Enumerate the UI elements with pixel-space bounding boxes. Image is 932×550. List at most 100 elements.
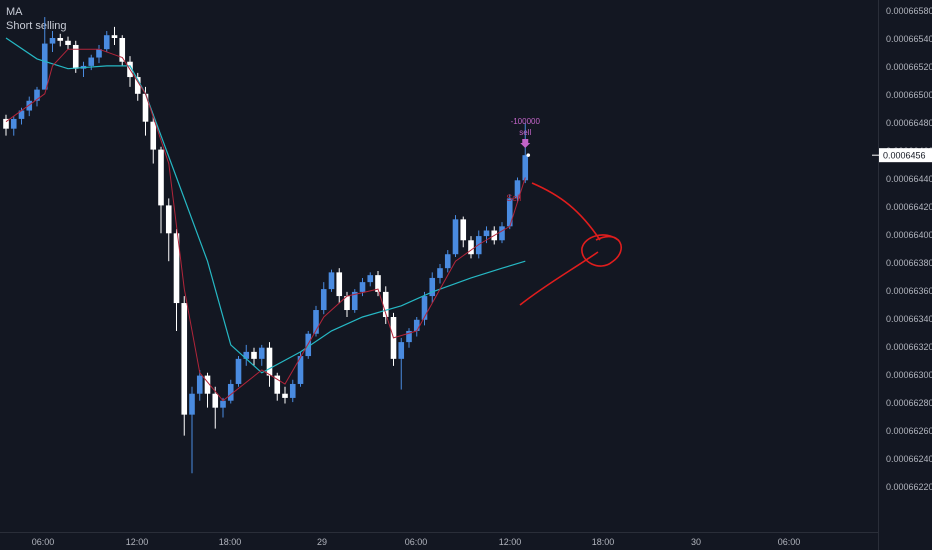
price-axis[interactable]: 0.00066580 0.00066540 0.00066520 0.00066500… [872,0,932,550]
candle [266,342,273,387]
candle [499,222,505,244]
candle-body [72,44,79,69]
price-tick-label: 0.00066280 [886,398,932,408]
candle-body [413,319,420,331]
price-tick-label: 0.00066240 [886,454,932,464]
strategy-label: Short selling [6,20,67,32]
candle-body [522,155,529,181]
candle-body [274,375,281,394]
candle-body [406,330,412,343]
candle-body [452,219,459,255]
candle [127,56,133,87]
candle-body [243,351,250,359]
candle-body [305,333,312,357]
price-tick-label: 0.00066420 [886,202,932,212]
candle [444,250,451,273]
last-price-label: 0.0006456 [883,151,926,161]
candle-body [150,121,157,150]
candle [235,356,242,387]
candle-body [444,254,451,269]
indicator-label: MA [6,6,23,18]
candle-body [336,272,343,297]
candle-body [375,275,381,292]
candle-body [367,275,374,283]
price-tick-label: 0.00066540 [886,34,932,44]
candle-body [429,277,436,297]
candle [398,337,405,390]
time-tick-label: 06:00 [32,537,55,547]
candle-body [189,393,195,415]
candle-body [119,38,126,62]
candle-body [227,383,234,401]
candle [57,33,64,47]
candle [3,114,9,136]
candle-body [212,393,219,408]
candle-body [460,219,467,241]
candle [49,31,56,52]
candle [468,236,474,259]
candle-body [382,291,389,317]
candle [328,269,335,292]
candle [421,291,428,326]
candle-body [328,272,335,290]
candle-body [468,240,474,255]
candle [212,386,219,429]
candle [413,317,420,337]
sell-arrow-icon [520,139,531,148]
candle-body [483,230,490,237]
price-tick-label: 0.00066320 [886,342,932,352]
signal-action: sell [519,128,531,137]
candle-body [506,198,513,227]
candle [34,86,40,107]
candle-body [475,236,482,255]
candle-body [3,118,9,129]
candle [251,347,257,366]
candle [336,268,343,304]
time-tick-label: 12:00 [499,537,522,547]
candle [429,272,436,304]
candle [10,116,17,136]
candle [165,198,172,262]
drawing-arrow-down [519,251,599,306]
last-price-dot [526,153,531,157]
candle [96,44,102,64]
price-tick-label: 0.00066500 [886,90,932,100]
candle-body [251,351,257,359]
candle-body [398,342,405,359]
price-tick-label: 0.00066360 [886,286,932,296]
candle-body [96,49,102,58]
last-price-badge [879,148,932,163]
time-axis[interactable]: 06:00 12:00 18:00 29 06:00 12:00 18:00 30 06:00 [0,532,878,548]
candle-body [266,347,273,376]
candle [41,17,48,90]
entry-label: Sell [506,193,521,203]
drawing-arrow-up [531,182,601,241]
candle-body [134,77,141,94]
candle-body [499,226,505,241]
candle [437,263,443,284]
candle-body [344,296,350,311]
candle [65,36,71,50]
price-tick-label: 0.00066480 [886,118,932,128]
candle [26,96,33,117]
time-tick-label: 30 [691,537,701,547]
candle [522,123,529,184]
candle-body [142,93,149,122]
candle [158,146,164,234]
candle-body [158,149,164,206]
time-tick-label: 06:00 [778,537,801,547]
candle [514,177,521,203]
candle-body [204,375,211,394]
time-tick-label: 18:00 [592,537,615,547]
price-tick-label: 0.00066220 [886,482,932,492]
candle-body [65,40,71,45]
candle [119,35,126,66]
candle-body [258,347,265,359]
candle-body [26,100,33,111]
candle [189,386,195,474]
candle-body [10,118,17,129]
candle [506,194,513,230]
candle [320,282,327,315]
candle [460,216,467,248]
